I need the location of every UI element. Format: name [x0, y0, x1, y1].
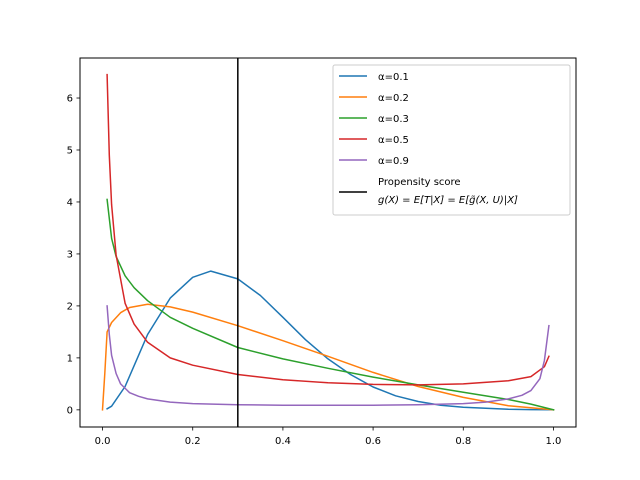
x-tick-label: 0.8	[455, 436, 471, 447]
axes-frame	[79, 57, 577, 428]
y-tick-label: 5	[67, 145, 73, 156]
legend-label-alpha-0.1: α=0.1	[378, 72, 409, 83]
legend-label-propensity-score: Propensity score	[378, 177, 461, 188]
legend-label-alpha-0.3: α=0.3	[378, 114, 409, 125]
series-line-0.1	[106, 270, 555, 411]
legend-label-alpha-0.5: α=0.5	[378, 135, 409, 146]
axis-ticks: 0.0 0.2 0.4 0.6 0.8 1.0 0 1 2 3 4 5 6	[67, 94, 562, 447]
legend-label-propensity-formula: g(X) = E[T|X] = E[g̃(X, U)|X]	[378, 194, 518, 206]
y-tick-label: 2	[67, 301, 73, 312]
x-tick-label: 0.6	[365, 436, 381, 447]
x-tick-label: 0.2	[185, 436, 201, 447]
y-tick-label: 4	[67, 197, 73, 208]
y-tick-label: 3	[67, 249, 73, 260]
legend: α=0.1 α=0.2 α=0.3 α=0.5 α=0.9 Propensity…	[332, 64, 571, 216]
x-tick-label: 0.4	[275, 436, 291, 447]
legend-label-alpha-0.2: α=0.2	[378, 93, 409, 104]
legend-label-alpha-0.9: α=0.9	[378, 156, 409, 167]
series-line-0.2	[101, 303, 555, 411]
y-tick-label: 6	[67, 94, 73, 105]
y-tick-label: 1	[67, 353, 73, 364]
x-tick-label: 1.0	[546, 436, 562, 447]
plot-area	[101, 58, 555, 427]
legend-box	[332, 64, 571, 216]
x-tick-label: 0.0	[95, 436, 111, 447]
y-tick-label: 0	[67, 405, 73, 416]
series-line-0.9	[106, 305, 550, 406]
